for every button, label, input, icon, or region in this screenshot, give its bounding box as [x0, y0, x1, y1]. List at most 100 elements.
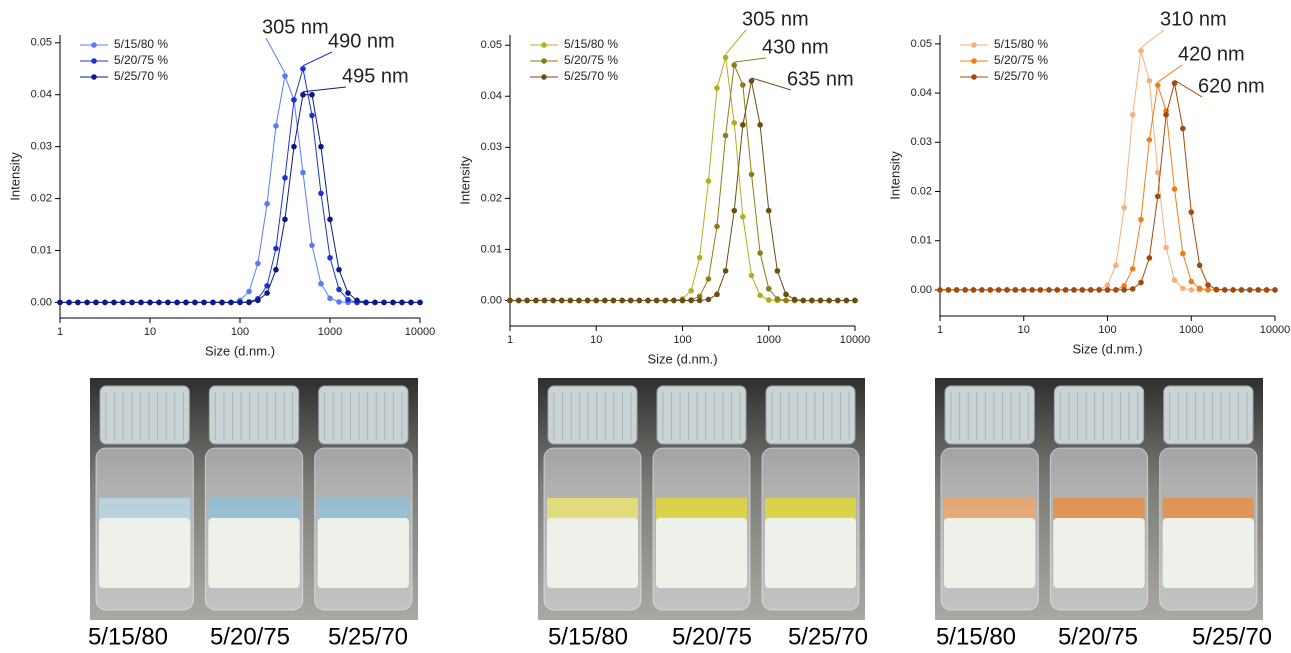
data-point [309, 92, 315, 98]
y-tick-label: 0.02 [31, 192, 52, 204]
data-point [576, 298, 582, 304]
data-point [1230, 287, 1236, 293]
data-point [336, 299, 342, 305]
legend-label: 5/20/75 % [564, 53, 618, 67]
data-point [937, 287, 943, 293]
data-point [1138, 280, 1144, 286]
data-point [1130, 266, 1136, 272]
vial-emulsion [1053, 518, 1144, 588]
data-point [300, 170, 306, 176]
vial-cap [1164, 386, 1253, 444]
y-tick-label: 0.01 [481, 243, 502, 255]
vial-cap [319, 386, 408, 444]
data-point [138, 300, 144, 306]
data-point [336, 287, 342, 293]
data-point [273, 246, 279, 252]
data-point [399, 300, 405, 306]
data-point [593, 298, 599, 304]
data-point [731, 62, 737, 68]
data-point [327, 217, 333, 223]
data-point [740, 214, 746, 220]
data-point [775, 268, 781, 274]
annotation: 305 nm [262, 16, 329, 38]
data-point [291, 144, 297, 150]
data-point [1147, 255, 1153, 261]
data-point [1029, 287, 1035, 293]
data-point [1138, 217, 1144, 223]
annotation: 495 nm [342, 65, 409, 87]
data-point [946, 287, 952, 293]
photo-caption: 5/15/80 [88, 623, 168, 650]
data-point [120, 300, 126, 306]
data-point [516, 298, 522, 304]
data-point [264, 290, 270, 296]
y-tick-label: 0.01 [31, 244, 52, 256]
series-line [510, 81, 855, 301]
x-tick-label: 10 [144, 326, 156, 338]
x-tick-label: 100 [673, 334, 691, 346]
data-point [1188, 279, 1194, 285]
vial-emulsion [99, 518, 190, 588]
y-tick-label: 0.05 [481, 39, 502, 51]
data-point [611, 298, 617, 304]
x-tick-label: 1 [937, 324, 943, 336]
data-point [147, 300, 153, 306]
data-point [559, 298, 565, 304]
data-point [228, 300, 234, 306]
data-point [654, 298, 660, 304]
photo-caption: 5/25/70 [1192, 623, 1272, 650]
data-point [688, 288, 694, 294]
y-tick-label: 0.03 [911, 136, 932, 148]
data-point [237, 300, 243, 306]
data-point [1172, 277, 1178, 283]
data-point [1205, 282, 1211, 288]
series-line [940, 85, 1275, 290]
photo-caption: 5/25/70 [788, 623, 868, 650]
annotation-leader [303, 87, 346, 92]
data-point [524, 298, 530, 304]
y-tick-label: 0.00 [911, 284, 932, 296]
legend-label: 5/25/70 % [114, 69, 168, 83]
x-axis-label: Size (d.nm.) [205, 343, 275, 358]
y-tick-label: 0.01 [911, 235, 932, 247]
photo-caption: 5/20/75 [1058, 623, 1138, 650]
data-point [723, 268, 729, 274]
vial-cap [1054, 386, 1143, 444]
data-point [336, 267, 342, 273]
data-point [706, 178, 712, 184]
series-line [60, 69, 420, 303]
data-point [1021, 287, 1027, 293]
series-line [510, 65, 855, 300]
legend-marker [971, 74, 977, 80]
annotation-leader [726, 30, 746, 54]
data-point [637, 298, 643, 304]
data-point [766, 297, 772, 303]
data-point [1004, 287, 1010, 293]
data-point [740, 82, 746, 88]
data-point [766, 208, 772, 214]
x-tick-label: 10000 [405, 326, 436, 338]
data-point [1080, 287, 1086, 293]
legend-marker [541, 74, 547, 80]
data-point [1105, 282, 1111, 288]
data-point [390, 300, 396, 306]
data-point [165, 300, 171, 306]
y-tick-label: 0.00 [481, 294, 502, 306]
vial-cap [209, 386, 298, 444]
annotation-leader [266, 38, 285, 73]
data-point [954, 287, 960, 293]
vial-emulsion [944, 518, 1035, 588]
data-point [619, 298, 625, 304]
data-point [714, 224, 720, 230]
data-point [1054, 287, 1060, 293]
data-point [66, 300, 72, 306]
data-point [318, 281, 324, 287]
vial-emulsion [656, 518, 747, 588]
legend-label: 5/20/75 % [994, 53, 1048, 67]
vial-cap [548, 386, 637, 444]
data-point [792, 297, 798, 303]
legend-label: 5/15/80 % [564, 37, 618, 51]
data-point [714, 85, 720, 91]
data-point [987, 287, 993, 293]
data-point [1088, 287, 1094, 293]
